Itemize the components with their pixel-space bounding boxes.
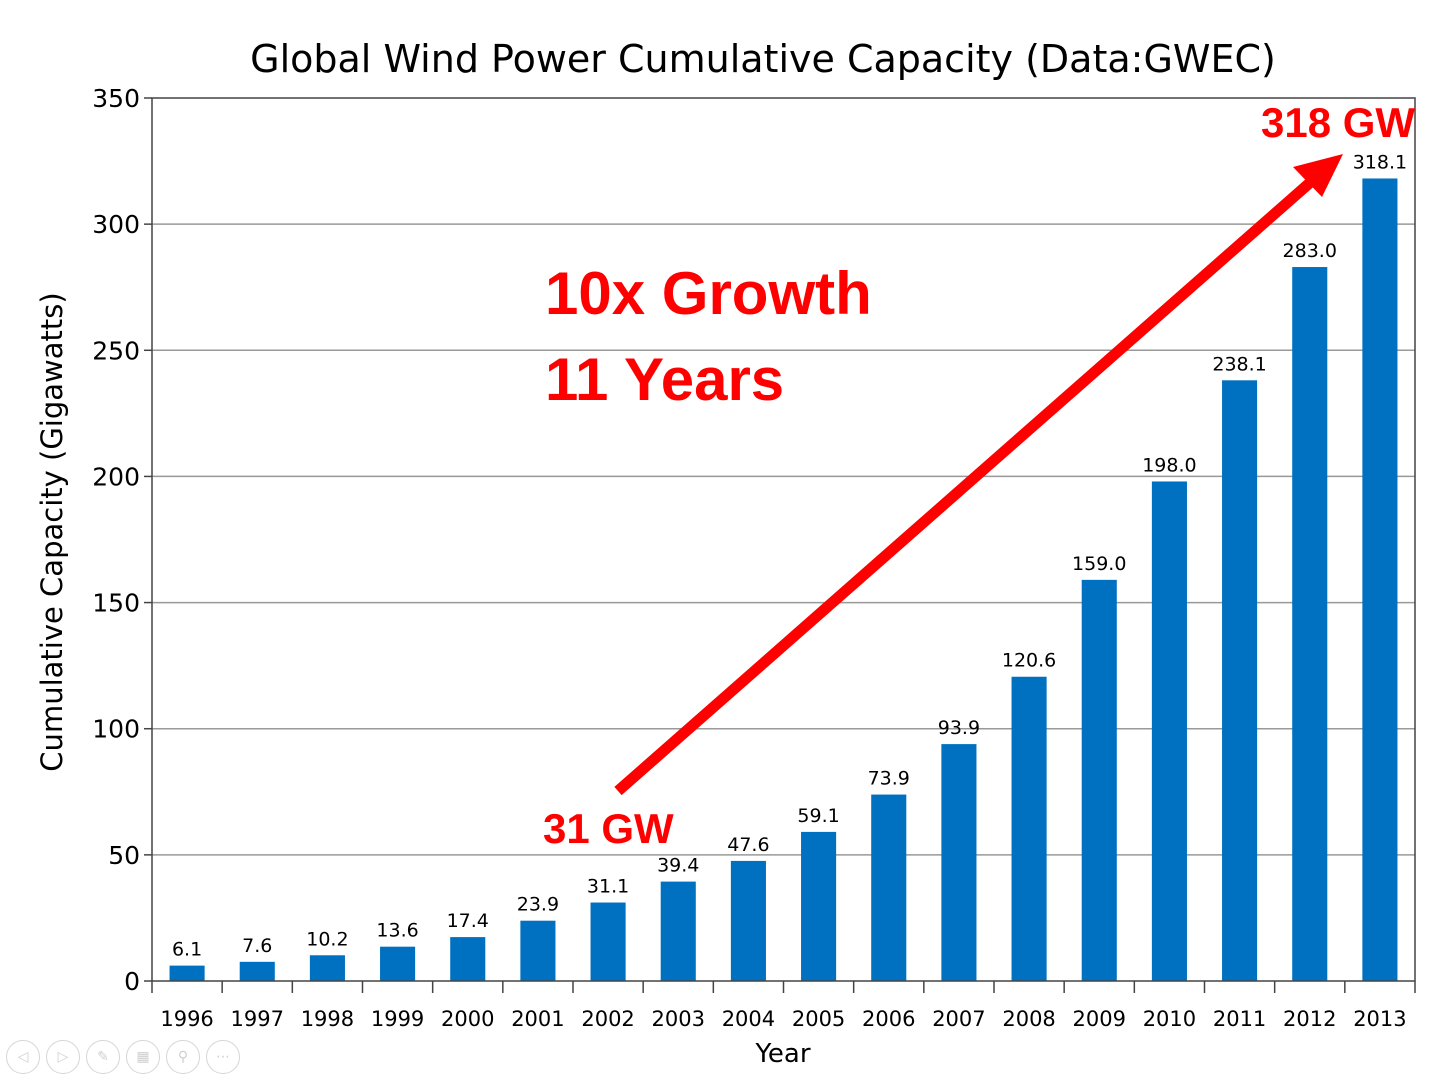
bar-2007: [941, 744, 977, 981]
data-label-2009: 159.0: [1072, 553, 1126, 575]
magnifier-icon: ⚲: [177, 1049, 189, 1065]
x-tick-label-2008: 2008: [1002, 1007, 1055, 1031]
gridlines: [152, 223, 1415, 856]
axes: 0 50 100 150 200 250 300 350 1996 1997 1998 1999 200…: [92, 84, 1416, 1031]
chart-title: Global Wind Power Cumulative Capacity (D…: [250, 37, 1276, 81]
x-tick-label-2010: 2010: [1143, 1007, 1196, 1031]
data-labels: 6.1 7.6 10.2 13.6 17.4 23.9 31.1 39.4 47.6 59.1 73…: [172, 151, 1407, 960]
data-label-2005: 59.1: [797, 805, 839, 827]
bar-1996: [169, 965, 205, 981]
bar-2001: [520, 920, 556, 981]
data-label-2013: 318.1: [1353, 151, 1407, 173]
right-arrow-icon: ▷: [57, 1049, 69, 1065]
bar-2010: [1151, 481, 1187, 981]
zoom-button[interactable]: ⚲: [166, 1040, 200, 1074]
ellipsis-icon: ⋯: [216, 1049, 230, 1065]
data-label-2004: 47.6: [727, 834, 769, 856]
data-label-1996: 6.1: [172, 939, 202, 961]
bar-2006: [871, 794, 907, 981]
x-axis-label: Year: [754, 1039, 810, 1069]
bar-1997: [239, 961, 275, 981]
y-tick-label-200: 200: [92, 462, 140, 491]
data-label-2010: 198.0: [1142, 454, 1196, 476]
data-label-2000: 17.4: [447, 910, 489, 932]
growth-arrow: [614, 154, 1343, 796]
data-label-2003: 39.4: [657, 855, 699, 877]
data-label-1998: 10.2: [306, 928, 348, 950]
x-tick-label-2005: 2005: [792, 1007, 845, 1031]
y-tick-label-50: 50: [108, 841, 140, 870]
x-tick-label-1999: 1999: [371, 1007, 424, 1031]
x-tick-label-2012: 2012: [1283, 1007, 1336, 1031]
bar-2009: [1081, 579, 1117, 981]
data-label-2011: 238.1: [1212, 353, 1266, 375]
y-axis-label: Cumulative Capacity (Gigawatts): [35, 292, 69, 771]
next-slide-button[interactable]: ▷: [46, 1040, 80, 1074]
x-tick-label-2004: 2004: [722, 1007, 775, 1031]
annotation-growth-line1: 10x Growth: [545, 260, 872, 327]
y-tick-label-350: 350: [92, 84, 140, 113]
x-tick-label-2006: 2006: [862, 1007, 915, 1031]
data-label-2008: 120.6: [1002, 650, 1056, 672]
bar-1999: [380, 946, 416, 981]
x-tick-label-1998: 1998: [301, 1007, 354, 1031]
x-tick-label-1997: 1997: [231, 1007, 284, 1031]
y-tick-label-100: 100: [92, 715, 140, 744]
y-tick-label-150: 150: [92, 589, 140, 618]
previous-slide-button[interactable]: ◁: [6, 1040, 40, 1074]
x-tick-label-2002: 2002: [581, 1007, 634, 1031]
bar-2000: [450, 937, 486, 981]
x-tick-label-2007: 2007: [932, 1007, 985, 1031]
data-label-2007: 93.9: [938, 717, 980, 739]
data-label-1999: 13.6: [376, 920, 418, 942]
x-tick-label-2000: 2000: [441, 1007, 494, 1031]
bar-2013: [1362, 178, 1398, 982]
annotation-end-label: 318 GW: [1261, 99, 1415, 146]
bar-2008: [1011, 676, 1047, 981]
slides-grid-icon: ▦: [136, 1049, 150, 1065]
bar-2012: [1292, 267, 1328, 981]
bar-1998: [309, 955, 345, 981]
x-tick-label-1996: 1996: [160, 1007, 213, 1031]
pen-button[interactable]: ✎: [86, 1040, 120, 1074]
bar-2002: [590, 902, 626, 981]
x-tick-label-2013: 2013: [1353, 1007, 1406, 1031]
y-tick-label-300: 300: [92, 210, 140, 239]
bars: [169, 178, 1398, 982]
data-label-2006: 73.9: [868, 768, 910, 790]
data-label-2012: 283.0: [1283, 240, 1337, 262]
arrowhead-icon: [1293, 154, 1343, 197]
bar-2005: [801, 831, 837, 981]
left-arrow-icon: ◁: [17, 1049, 29, 1065]
bar-2004: [730, 860, 766, 981]
bar-2011: [1222, 380, 1258, 981]
annotation-growth-line2: 11 Years: [545, 346, 784, 413]
slideshow-controls: ◁ ▷ ✎ ▦ ⚲ ⋯: [6, 1040, 240, 1074]
x-tick-label-2009: 2009: [1073, 1007, 1126, 1031]
x-tick-label-2003: 2003: [652, 1007, 705, 1031]
pen-icon: ✎: [97, 1049, 109, 1065]
data-label-1997: 7.6: [242, 935, 272, 957]
all-slides-button[interactable]: ▦: [126, 1040, 160, 1074]
x-tick-label-2011: 2011: [1213, 1007, 1266, 1031]
x-tick-label-2001: 2001: [511, 1007, 564, 1031]
y-tick-label-0: 0: [124, 967, 140, 996]
data-label-2001: 23.9: [517, 894, 559, 916]
annotation-start-label: 31 GW: [543, 805, 674, 852]
bar-2003: [660, 881, 696, 981]
y-tick-label-250: 250: [92, 336, 140, 365]
data-label-2002: 31.1: [587, 876, 629, 898]
more-options-button[interactable]: ⋯: [206, 1040, 240, 1074]
